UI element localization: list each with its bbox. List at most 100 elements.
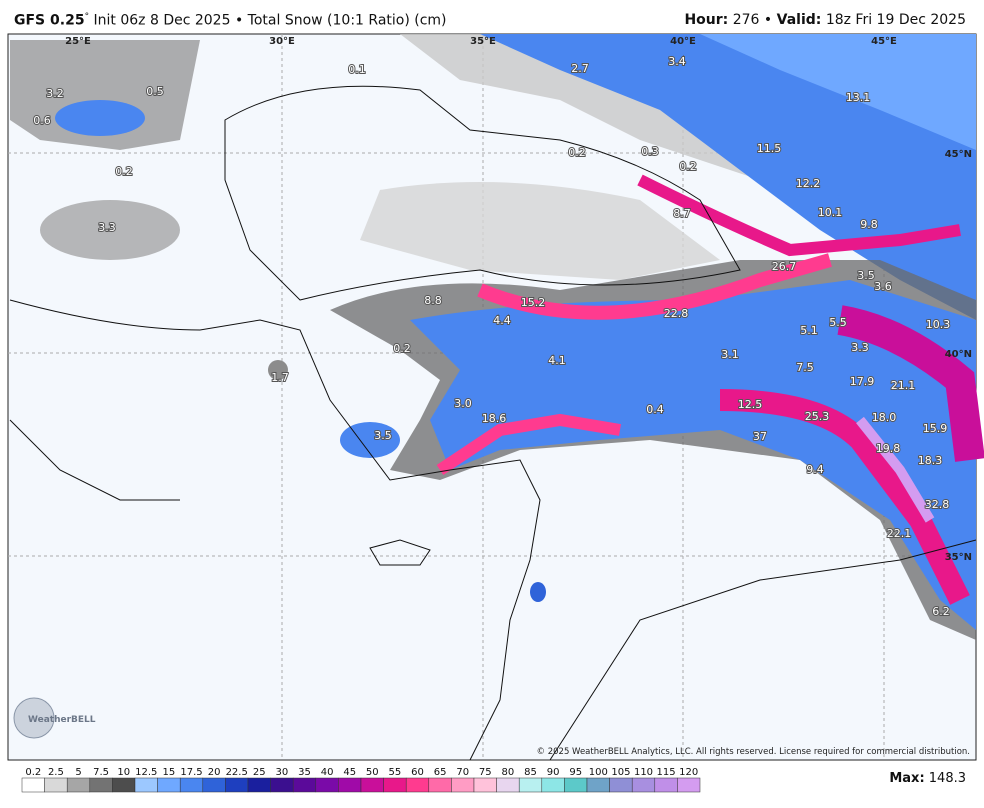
- point-label: 6.2: [932, 605, 950, 618]
- max: Max: 148.3: [889, 771, 966, 786]
- point-label: 25.3: [805, 410, 830, 423]
- legend-tick-label: 5: [75, 767, 81, 778]
- point-label: 5.1: [800, 324, 818, 337]
- point-label: 18.6: [482, 412, 507, 425]
- logo: WeatherBELL: [28, 715, 96, 725]
- legend-tick-label: 40: [321, 767, 334, 778]
- point-label: 10.3: [926, 318, 951, 331]
- point-label: 0.2: [568, 146, 586, 159]
- legend-tick-label: 110: [634, 767, 653, 778]
- legend-tick-label: 30: [276, 767, 289, 778]
- legend-tick-label: 12.5: [135, 767, 157, 778]
- product: Total Snow (10:1 Ratio) (cm): [247, 12, 447, 29]
- legend-swatch: [451, 777, 475, 793]
- snow-fields: [10, 34, 984, 640]
- legend-swatch: [383, 777, 407, 793]
- legend-swatch: [89, 777, 113, 793]
- header-right: Hour: 276 • Valid: 18z Fri 19 Dec 2025: [684, 12, 966, 28]
- legend-swatch: [631, 777, 656, 793]
- copyright: © 2025 WeatherBELL Analytics, LLC. All r…: [537, 747, 970, 757]
- legend-swatch: [541, 777, 565, 793]
- legend-tick-label: 85: [524, 767, 537, 778]
- hour: 276: [732, 12, 760, 28]
- point-label: 4.1: [548, 354, 566, 367]
- legend-swatch: [405, 777, 430, 793]
- valid: 18z Fri 19 Dec 2025: [825, 12, 966, 28]
- point-label: 7.5: [796, 361, 814, 374]
- point-label: 22.1: [887, 527, 912, 540]
- point-label: 18.3: [918, 454, 943, 467]
- legend-swatch: [654, 777, 678, 793]
- legend-swatch: [518, 777, 543, 793]
- point-label: 5.5: [829, 316, 847, 329]
- legend-tick-label: 90: [547, 767, 560, 778]
- legend-tick-label: 10: [117, 767, 130, 778]
- lon-label: 45°E: [871, 36, 897, 47]
- point-label: 0.2: [115, 165, 133, 178]
- legend-tick-label: 65: [434, 767, 447, 778]
- point-label: 15.2: [521, 296, 546, 309]
- legend-tick-label: 95: [569, 767, 582, 778]
- coastlines: [9, 85, 977, 761]
- legend-swatch: [179, 777, 204, 793]
- legend-swatch: [292, 777, 317, 793]
- legend-tick-label: 0.2: [25, 767, 41, 778]
- point-label: 3.5: [374, 429, 392, 442]
- point-label: 0.2: [679, 160, 697, 173]
- legend-tick-label: 120: [679, 767, 698, 778]
- legend-swatch: [247, 777, 271, 793]
- legend-swatch: [225, 777, 249, 793]
- lat-label: 35°N: [945, 552, 972, 563]
- legend-tick-label: 105: [611, 767, 630, 778]
- point-label: 17.9: [850, 375, 875, 388]
- point-label: 12.2: [796, 177, 821, 190]
- legend-tick-label: 35: [298, 767, 311, 778]
- point-label: 4.4: [493, 314, 511, 327]
- legend-tick-label: 17.5: [180, 767, 202, 778]
- legend-tick-label: 115: [657, 767, 676, 778]
- point-label: 0.5: [146, 85, 164, 98]
- point-label: 0.1: [348, 63, 366, 76]
- point-label: 11.5: [757, 142, 782, 155]
- point-label: 10.1: [818, 206, 843, 219]
- point-label: 13.1: [846, 91, 871, 104]
- legend-swatch: [66, 777, 91, 793]
- legend-swatch: [473, 777, 497, 793]
- point-label: 3.4: [668, 55, 686, 68]
- legend-tick-label: 50: [366, 767, 379, 778]
- point-label: 19.8: [876, 442, 901, 455]
- legend-swatch: [428, 777, 452, 793]
- point-label: 15.9: [923, 422, 948, 435]
- lon-label: 35°E: [470, 36, 496, 47]
- legend-swatch: [21, 777, 45, 793]
- legend-swatch: [360, 777, 384, 793]
- legend-tick-label: 75: [479, 767, 492, 778]
- point-label: 21.1: [891, 379, 916, 392]
- legend-swatch: [112, 777, 136, 793]
- legend-tick-label: 70: [456, 767, 469, 778]
- hour-label: Hour:: [684, 12, 729, 28]
- point-label: 3.0: [454, 397, 472, 410]
- legend-tick-label: 55: [389, 767, 402, 778]
- point-label: 3.1: [721, 348, 739, 361]
- point-label: 32.8: [925, 498, 950, 511]
- point-label: 3.5: [857, 269, 875, 282]
- logo-mark: [13, 697, 55, 739]
- legend-swatch: [44, 777, 68, 793]
- legend-swatch: [338, 777, 362, 793]
- legend-tick-label: 100: [589, 767, 608, 778]
- legend-swatch: [134, 777, 158, 793]
- point-label: 9.8: [860, 218, 878, 231]
- point-label: 0.2: [393, 342, 411, 355]
- point-label: 3.2: [46, 87, 64, 100]
- point-label: 22.8: [664, 307, 689, 320]
- point-label: 1.7: [271, 371, 289, 384]
- model: GFS 0.25: [14, 12, 85, 29]
- point-label: 0.3: [641, 145, 659, 158]
- lon-label: 40°E: [670, 36, 696, 47]
- legend-tick-label: 20: [208, 767, 221, 778]
- point-label: 3.3: [98, 221, 116, 234]
- lat-label: 40°N: [945, 349, 972, 360]
- legend-tick-label: 7.5: [93, 767, 109, 778]
- legend-swatch: [677, 777, 701, 793]
